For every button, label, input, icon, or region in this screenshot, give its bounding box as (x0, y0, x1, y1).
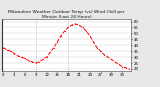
Title: Milwaukee Weather Outdoor Temp (vs) Wind Chill per Minute (Last 24 Hours): Milwaukee Weather Outdoor Temp (vs) Wind… (8, 10, 125, 19)
